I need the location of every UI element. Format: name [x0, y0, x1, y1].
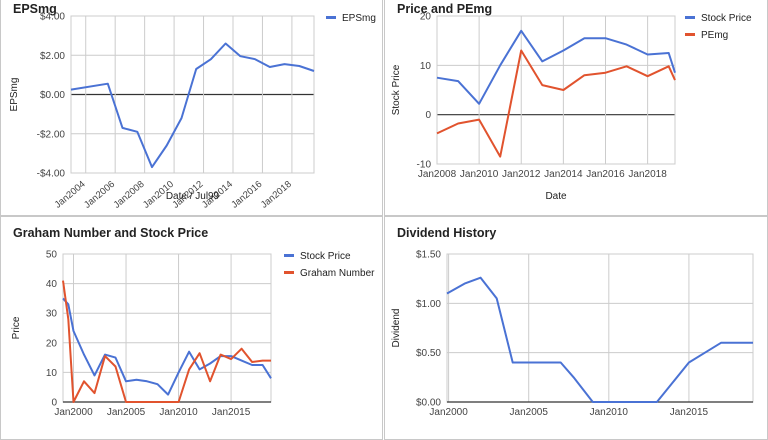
- x-tick-label: Jan2004: [53, 179, 88, 211]
- y-tick-label: $0.00: [40, 90, 65, 101]
- x-axis-label: Date / Jul99: [166, 191, 220, 202]
- y-tick-label: $1.00: [416, 299, 441, 310]
- y-tick-label: 20: [46, 338, 58, 349]
- x-axis-label: Date: [545, 191, 567, 202]
- series-line-stock-price: [436, 29, 676, 105]
- y-tick-label: 10: [46, 368, 58, 379]
- eps-chart: -$4.00-$2.00$0.00$2.00$4.00Jan2004Jan200…: [9, 12, 376, 211]
- plot-area: [70, 15, 315, 174]
- graham-chart-title: Graham Number and Stock Price: [13, 226, 209, 240]
- legend-swatch: [685, 33, 695, 36]
- legend-label: Graham Number: [300, 268, 375, 279]
- y-tick-label: -$4.00: [37, 169, 66, 180]
- x-tick-label: Jan2015: [212, 407, 251, 418]
- series-line-stock-price: [62, 297, 272, 396]
- y-tick-label: $2.00: [40, 51, 65, 62]
- y-tick-label: $4.00: [40, 12, 65, 23]
- y-tick-label: -10: [417, 160, 432, 171]
- x-tick-label: Jan2018: [259, 179, 294, 211]
- x-tick-label: Jan2005: [107, 407, 146, 418]
- x-tick-label: Jan2016: [229, 179, 264, 211]
- price-pe-chart-title: Price and PEmg: [397, 2, 493, 16]
- y-tick-label: 40: [46, 279, 58, 290]
- x-tick-label: Jan2000: [429, 407, 468, 418]
- x-tick-label: Jan2016: [586, 169, 625, 180]
- y-tick-label: 10: [420, 61, 432, 72]
- x-tick-label: Jan2014: [544, 169, 583, 180]
- legend-label: Stock Price: [300, 251, 351, 262]
- graham-chart: 0 10 20 30 40 50 Jan2000 Jan2005 Jan2010 Jan2015 S…: [11, 250, 375, 419]
- y-axis-label: Stock Price: [391, 64, 402, 115]
- y-tick-label: 0: [51, 398, 57, 409]
- x-tick-label: Jan2008: [112, 179, 147, 211]
- x-tick-label: Jan2010: [460, 169, 499, 180]
- legend-label: EPSmg: [342, 13, 376, 24]
- series-line-graham-number: [62, 280, 271, 403]
- series-line-pemg: [436, 49, 676, 158]
- series-line-epsmg: [70, 42, 315, 169]
- y-tick-label: -$2.00: [37, 129, 66, 140]
- series-line-dividend: [446, 276, 753, 403]
- y-tick-label: $0.00: [416, 398, 441, 409]
- legend-label: Stock Price: [701, 13, 752, 24]
- plot-area: [446, 253, 754, 403]
- y-axis-label: Price: [11, 316, 22, 339]
- x-tick-label: Jan2010: [159, 407, 198, 418]
- plot-area: [436, 15, 676, 165]
- plot-area: [62, 253, 272, 403]
- y-axis-label: EPSmg: [9, 78, 20, 112]
- x-tick-label: Jan2010: [590, 407, 629, 418]
- legend-swatch: [284, 254, 294, 257]
- y-tick-label: 0: [425, 110, 431, 121]
- x-tick-label: Jan2006: [82, 179, 117, 211]
- y-tick-label: 50: [46, 250, 58, 261]
- x-tick-label: Jan2005: [510, 407, 549, 418]
- y-axis-label: Dividend: [391, 309, 402, 348]
- x-tick-label: Jan2018: [628, 169, 667, 180]
- price-pe-chart-panel: Price and PEmg -10 0 10 20 Jan2008 Jan2010 Jan…: [384, 0, 768, 216]
- x-tick-label: Jan2000: [54, 407, 93, 418]
- legend-swatch: [685, 16, 695, 19]
- y-tick-label: $0.50: [416, 348, 441, 359]
- dividend-chart: $0.00 $0.50 $1.00 $1.50 Jan2000 Jan2005 Jan201…: [391, 250, 754, 418]
- x-tick-label: Jan2015: [670, 407, 709, 418]
- legend-swatch: [326, 16, 336, 19]
- y-tick-label: 30: [46, 309, 58, 320]
- x-tick-label: Jan2012: [502, 169, 541, 180]
- eps-chart-panel: EPSmg -$4.00 -$2.00 $0.00 $2.00 $4.00 Jan2004…: [0, 0, 383, 216]
- graham-chart-panel: Graham Number and Stock Price 0 10 20 30 40 5…: [0, 216, 383, 440]
- y-tick-label: $1.50: [416, 250, 441, 261]
- legend-swatch: [284, 271, 294, 274]
- y-tick-label: 20: [420, 12, 432, 23]
- x-tick-label: Jan2008: [418, 169, 457, 180]
- legend-label: PEmg: [701, 30, 728, 41]
- dividend-chart-panel: Dividend History $0.00 $0.50 $1.00 $1.50 Jan…: [384, 216, 768, 440]
- dividend-chart-title: Dividend History: [397, 226, 497, 240]
- eps-chart-title: EPSmg: [13, 2, 57, 16]
